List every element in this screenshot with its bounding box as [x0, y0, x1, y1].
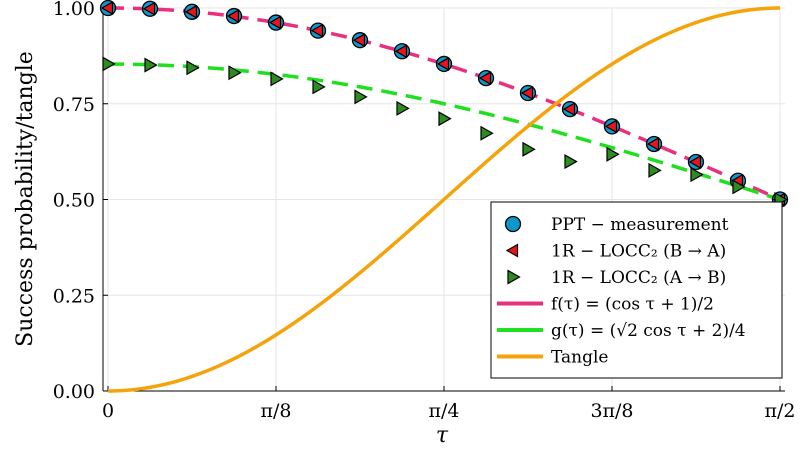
locc-a-to-b-point: [354, 89, 368, 105]
y-tick-label: 1.00: [53, 0, 95, 20]
locc-b-to-a-point: [184, 4, 198, 19]
legend-locc-a-to-b: 1R − LOCC₂ (A → B): [507, 268, 726, 288]
locc-b-to-a-point: [520, 85, 534, 101]
tangle-curve: [107, 6, 781, 393]
legend-locc-a-to-b-icon: [507, 269, 521, 285]
locc-b-to-a-point: [100, 0, 114, 16]
y-axis-title: Success probability/tangle: [13, 51, 38, 347]
locc-a-to-b-point: [270, 71, 284, 87]
legend-locc-b-to-a-icon: [505, 243, 519, 258]
legend-tangle: Tangle: [497, 348, 608, 368]
curves: [107, 6, 781, 393]
legend-ppt-icon: [504, 215, 522, 233]
legend-tangle-label: Tangle: [551, 348, 608, 368]
locc-a-to-b-point: [102, 56, 116, 72]
legend-g: g(τ) = (√2 cos τ + 2)/4: [497, 321, 746, 341]
locc-a-to-b-point: [228, 65, 242, 81]
locc-a-to-b-point: [438, 111, 452, 127]
locc-a-to-b-point: [564, 154, 578, 170]
locc-a-to-b-point: [606, 146, 620, 162]
locc-b-to-a-point: [646, 136, 660, 151]
locc-b-to-a-point: [688, 154, 702, 169]
x-axis-title: τ: [436, 423, 449, 448]
locc-a-to-b-point: [480, 125, 494, 141]
locc-b-to-a-point: [562, 102, 576, 117]
tick-labels: 0 π/8 π/4 3π/8 π/2 0.00 0.25 0.50 0.75 1.00: [53, 0, 796, 422]
locc-b-to-a-point: [394, 44, 408, 59]
legend-locc-b-to-a-label: 1R − LOCC₂ (B → A): [551, 242, 726, 262]
y-tick-label: 0.25: [53, 285, 95, 307]
locc-b-to-a-point: [268, 15, 282, 30]
legend-locc-a-to-b-label: 1R − LOCC₂ (A → B): [551, 268, 726, 288]
locc-b-to-a-point: [142, 1, 156, 16]
locc-b-to-a-point: [310, 23, 324, 38]
locc-b-to-a-point: [436, 56, 450, 71]
locc-b-to-a-point: [478, 71, 492, 86]
legend-g-label: g(τ) = (√2 cos τ + 2)/4: [551, 321, 746, 341]
locc-a-to-b-point: [312, 79, 326, 95]
legend-f: f(τ) = (cos τ + 1)/2: [497, 295, 714, 315]
f-curve: [107, 6, 781, 202]
x-tick-label: 3π/8: [590, 400, 633, 422]
y-tick-label: 0.00: [53, 381, 95, 403]
legend-box: [490, 201, 783, 379]
locc-a-to-b-point: [144, 57, 158, 73]
locc-a-to-b-point: [186, 60, 200, 76]
legend-f-label: f(τ) = (cos τ + 1)/2: [551, 295, 714, 315]
legend-locc-b-to-a: 1R − LOCC₂ (B → A): [505, 242, 726, 262]
locc-a-to-b-point: [396, 100, 410, 116]
g-curve: [108, 62, 781, 202]
locc-a-to-b-point: [732, 179, 746, 195]
y-tick-label: 0.50: [53, 190, 95, 212]
locc-a-to-b-point: [522, 141, 536, 157]
legend: PPT − measurement 1R − LOCC₂ (B → A) 1R − …: [490, 201, 783, 379]
legend-ppt: PPT − measurement: [504, 215, 729, 235]
locc-a-to-b-point: [648, 162, 662, 178]
locc-b-to-a-point: [604, 119, 618, 134]
locc-b-to-a-point: [352, 33, 366, 48]
x-tick-label: π/4: [429, 400, 460, 422]
locc-b-to-a-point: [226, 9, 240, 24]
x-tick-label: π/2: [765, 400, 796, 422]
x-tick-label: π/8: [261, 400, 292, 422]
legend-ppt-label: PPT − measurement: [551, 215, 729, 235]
x-tick-label: 0: [102, 400, 114, 422]
locc-a-to-b-point: [690, 167, 704, 183]
y-tick-label: 0.75: [53, 94, 95, 116]
markers: [99, 0, 789, 208]
